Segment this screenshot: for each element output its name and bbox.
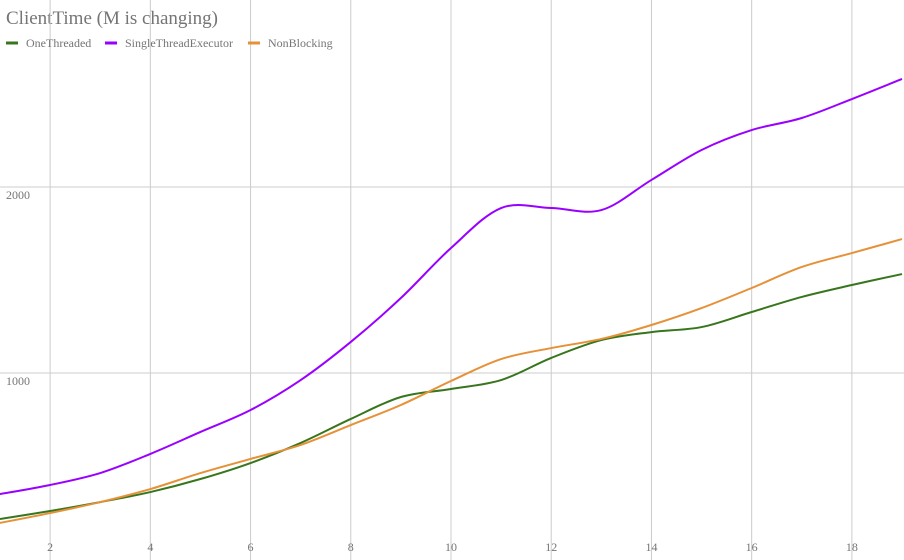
x-tick-label: 4 [147, 540, 153, 554]
legend-label: OneThreaded [26, 36, 91, 50]
x-tick-label: 10 [445, 540, 457, 554]
chart-title: ClientTime (M is changing) [6, 8, 218, 29]
x-tick-label: 8 [348, 540, 354, 554]
x-tick-label: 2 [47, 540, 53, 554]
y-tick-label: 1000 [6, 374, 30, 388]
x-tick-label: 6 [248, 540, 254, 554]
y-tick-label: 2000 [6, 188, 30, 202]
line-series [0, 78, 903, 496]
x-tick-label: 16 [746, 540, 758, 554]
legend-label: NonBlocking [268, 36, 333, 50]
x-tick-label: 12 [545, 540, 557, 554]
line-series [0, 238, 903, 524]
x-tick-label: 14 [645, 540, 657, 554]
legend-label: SingleThreadExecutor [125, 36, 233, 50]
x-tick-label: 18 [846, 540, 858, 554]
line-series [0, 273, 903, 520]
